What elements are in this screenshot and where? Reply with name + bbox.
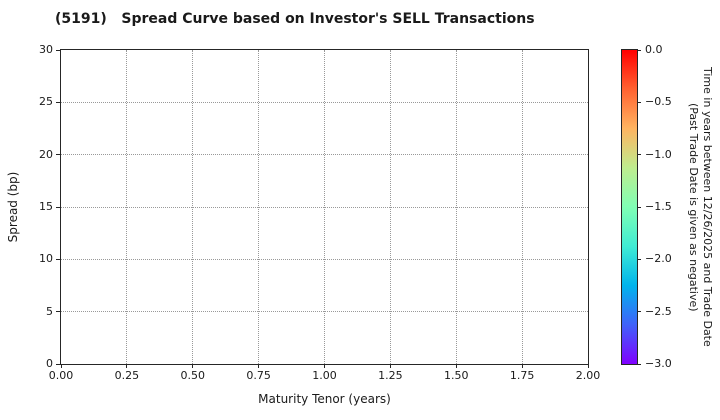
y-tick-mark xyxy=(56,49,60,51)
colorbar-tick-mark xyxy=(637,154,641,156)
colorbar-tick-label: −1.5 xyxy=(645,200,672,213)
y-gridline xyxy=(61,154,588,156)
colorbar-label: Time in years between 12/26/2025 and Tra… xyxy=(684,49,714,365)
colorbar-label-line1: Time in years between 12/26/2025 and Tra… xyxy=(701,67,714,347)
colorbar-gradient xyxy=(621,49,641,365)
y-gridline xyxy=(61,311,588,313)
x-tick-label: 1.50 xyxy=(444,369,469,382)
plot-area xyxy=(56,49,589,368)
x-tick-mark xyxy=(126,364,128,368)
x-tick-mark xyxy=(389,364,391,368)
colorbar-tick-label: −0.5 xyxy=(645,95,672,109)
x-tick-label: 1.00 xyxy=(312,369,337,382)
x-tick-mark xyxy=(455,364,457,368)
x-axis-tick-labels: 0.00 0.25 0.50 0.75 1.00 1.25 1.50 1.75 2.00 xyxy=(49,369,601,383)
colorbar-tick-label: −2.5 xyxy=(645,304,672,318)
x-tick-label: 0.00 xyxy=(48,369,74,382)
x-tick-mark xyxy=(324,364,325,368)
colorbar-tick-mark xyxy=(637,49,641,51)
x-tick-label: 1.25 xyxy=(378,369,403,382)
colorbar-label-line2: (Past Trade Date is given as negative) xyxy=(687,102,700,312)
colorbar-tick-label: −2.0 xyxy=(645,252,672,266)
y-tick-label: 5 xyxy=(46,304,53,318)
y-gridline xyxy=(61,101,588,103)
colorbar-tick-label: 0.0 xyxy=(645,43,663,56)
y-tick-label: 30 xyxy=(39,43,53,56)
colorbar-tick-mark xyxy=(637,206,641,208)
y-tick-label: 20 xyxy=(39,147,53,161)
x-tick-mark xyxy=(521,364,523,368)
colorbar-tick-mark xyxy=(637,258,641,260)
colorbar-tick-mark xyxy=(637,311,641,313)
x-tick-label: 0.25 xyxy=(114,369,140,382)
colorbar-tick-mark xyxy=(637,363,641,365)
y-tick-label: 0 xyxy=(46,357,53,370)
colorbar-tick-mark xyxy=(637,101,641,103)
y-gridline xyxy=(61,206,588,208)
y-tick-mark xyxy=(56,206,60,208)
colorbar-tick-label: −3.0 xyxy=(645,357,672,370)
colorbar-tick-label: −1.0 xyxy=(645,147,672,161)
y-gridline xyxy=(61,258,588,260)
y-tick-mark xyxy=(56,258,60,260)
y-axis-tick-labels: 0 5 10 15 20 25 30 xyxy=(0,43,53,370)
x-tick-mark xyxy=(192,364,194,368)
x-tick-mark xyxy=(587,364,589,368)
y-tick-mark xyxy=(56,363,60,365)
y-tick-label: 15 xyxy=(39,200,53,213)
y-tick-mark xyxy=(56,101,60,103)
x-tick-mark xyxy=(60,364,62,368)
x-tick-mark xyxy=(258,364,260,368)
y-tick-label: 10 xyxy=(39,252,53,266)
colorbar-tick-labels: 0.0 −0.5 −1.0 −1.5 −2.0 −2.5 −3.0 xyxy=(645,43,685,370)
x-tick-label: 0.75 xyxy=(246,369,271,382)
chart-title: (5191) Spread Curve based on Investor's … xyxy=(55,11,535,27)
x-tick-label: 1.75 xyxy=(509,369,535,382)
x-axis-label: Maturity Tenor (years) xyxy=(258,392,391,406)
x-tick-label: 0.50 xyxy=(180,369,206,382)
y-tick-mark xyxy=(56,311,60,313)
x-tick-label: 2.00 xyxy=(575,369,601,382)
y-tick-label: 25 xyxy=(39,95,53,109)
y-tick-mark xyxy=(56,154,60,156)
